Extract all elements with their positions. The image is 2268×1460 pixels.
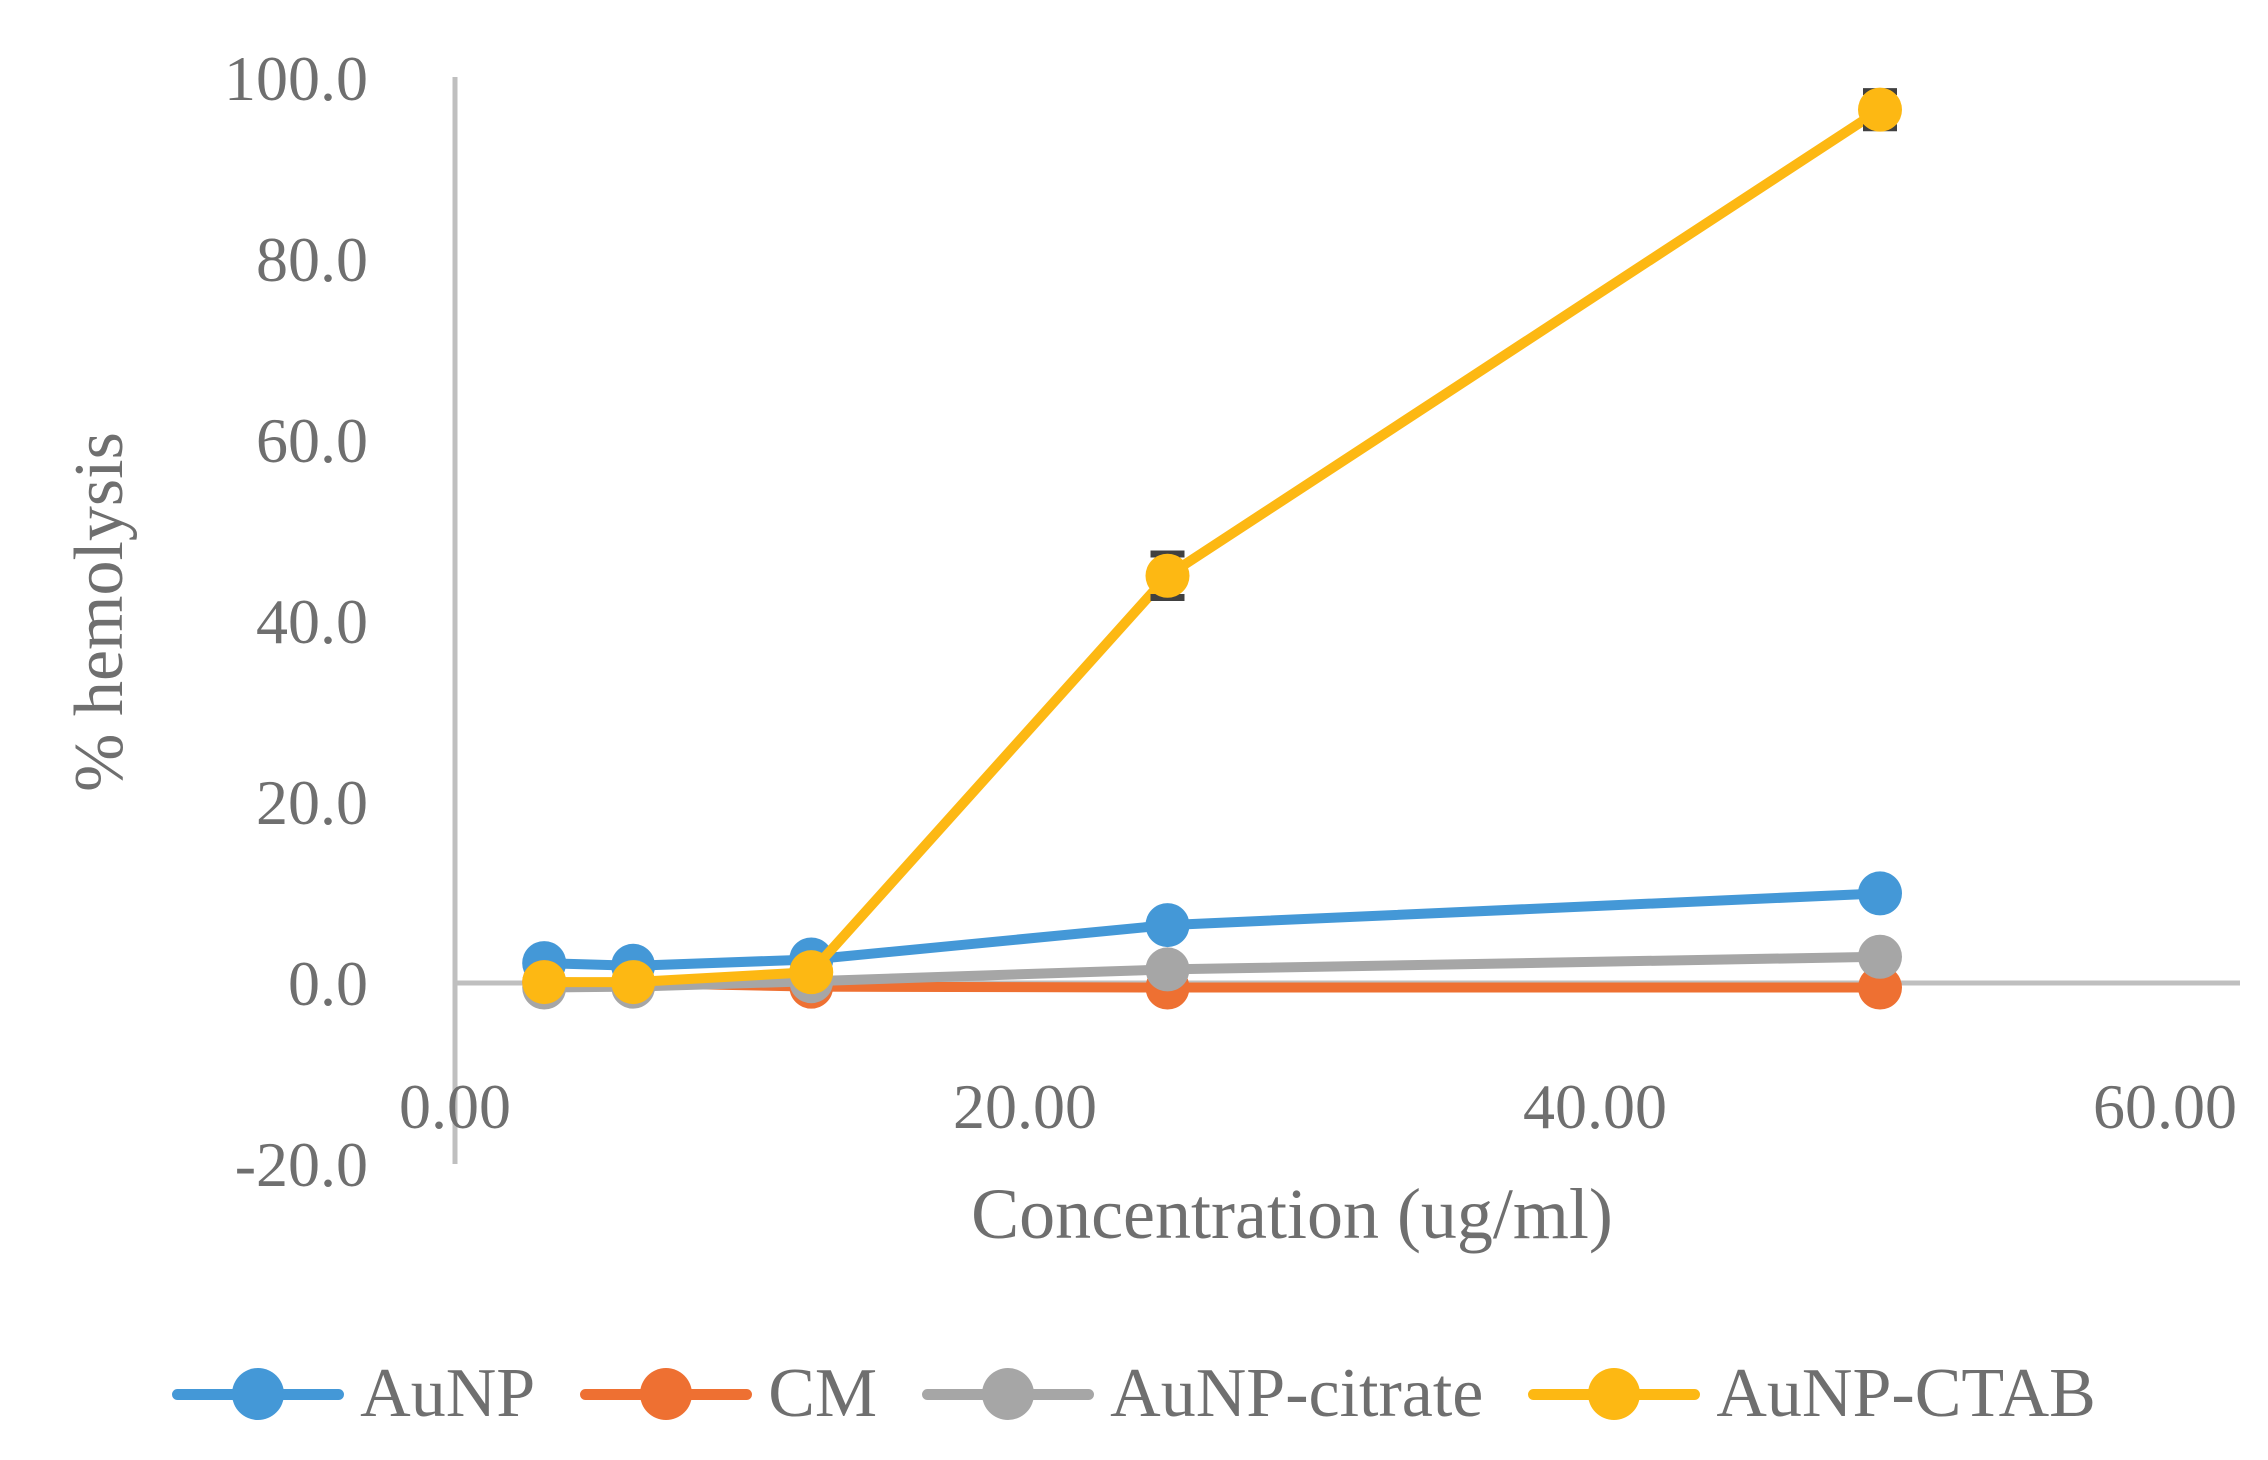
legend-swatch bbox=[172, 1366, 345, 1422]
data-point-cm bbox=[1858, 965, 1902, 1010]
data-point-aunp-citrate bbox=[1145, 947, 1190, 992]
legend-swatch bbox=[922, 1366, 1095, 1422]
legend-item-aunp-ctab: AuNP-CTAB bbox=[1528, 1355, 2096, 1432]
tick-labels: -20.0 0.0 20.0 40.0 60.0 80.0 100.0 0.00 20.00 40… bbox=[224, 43, 2237, 1200]
y-tick-label: 100.0 bbox=[224, 43, 368, 114]
x-tick-label: 60.00 bbox=[2093, 1071, 2237, 1142]
data-point-aunp bbox=[1145, 903, 1190, 948]
legend-swatch bbox=[580, 1366, 753, 1422]
data-point-aunp-ctab bbox=[1145, 553, 1190, 598]
y-tick-label: 80.0 bbox=[256, 224, 368, 295]
data-point-aunp bbox=[1858, 871, 1902, 916]
legend-marker-dot-icon bbox=[1588, 1368, 1641, 1420]
data-point-aunp-ctab bbox=[611, 960, 656, 1005]
x-tick-label: 40.00 bbox=[1523, 1071, 1667, 1142]
y-tick-label: 60.0 bbox=[256, 405, 368, 476]
x-tick-label: 20.00 bbox=[953, 1071, 1097, 1142]
legend-label: AuNP-citrate bbox=[1110, 1355, 1484, 1432]
x-tick-label: 0.00 bbox=[399, 1071, 511, 1142]
data-point-aunp-citrate bbox=[1858, 934, 1902, 979]
legend-item-aunp-citrate: AuNP-citrate bbox=[922, 1359, 1483, 1429]
legend-label: CM bbox=[768, 1355, 878, 1432]
axes bbox=[452, 77, 2240, 1164]
series-line-aunp-ctab bbox=[539, 104, 1885, 988]
x-axis-title: Concentration (ug/ml) bbox=[971, 1174, 1613, 1254]
legend-marker-dot-icon bbox=[640, 1368, 693, 1420]
legend-label: AuNP bbox=[360, 1355, 536, 1432]
y-axis-title: % hemolysis bbox=[61, 432, 138, 792]
y-tick-label: 40.0 bbox=[256, 586, 368, 657]
legend-item-aunp: AuNP bbox=[172, 1359, 535, 1429]
legend-item-cm: CM bbox=[580, 1359, 877, 1429]
y-tick-label: -20.0 bbox=[235, 1129, 368, 1200]
y-tick-label: 0.0 bbox=[288, 948, 368, 1019]
data-point-aunp-ctab bbox=[1858, 87, 1902, 132]
legend-label: AuNP-CTAB bbox=[1716, 1355, 2096, 1432]
data-point-aunp-ctab bbox=[522, 960, 567, 1005]
y-tick-label: 20.0 bbox=[256, 767, 368, 838]
legend-marker-dot-icon bbox=[232, 1368, 285, 1420]
legend-swatch bbox=[1528, 1366, 1701, 1422]
series-line-aunp bbox=[539, 888, 1885, 971]
legend-marker-dot-icon bbox=[982, 1368, 1035, 1420]
data-point-aunp-ctab bbox=[789, 950, 834, 995]
data-series bbox=[522, 87, 1902, 1010]
chart-legend: AuNP CM AuNP-citrate AuNP-CTAB bbox=[0, 1336, 2268, 1452]
